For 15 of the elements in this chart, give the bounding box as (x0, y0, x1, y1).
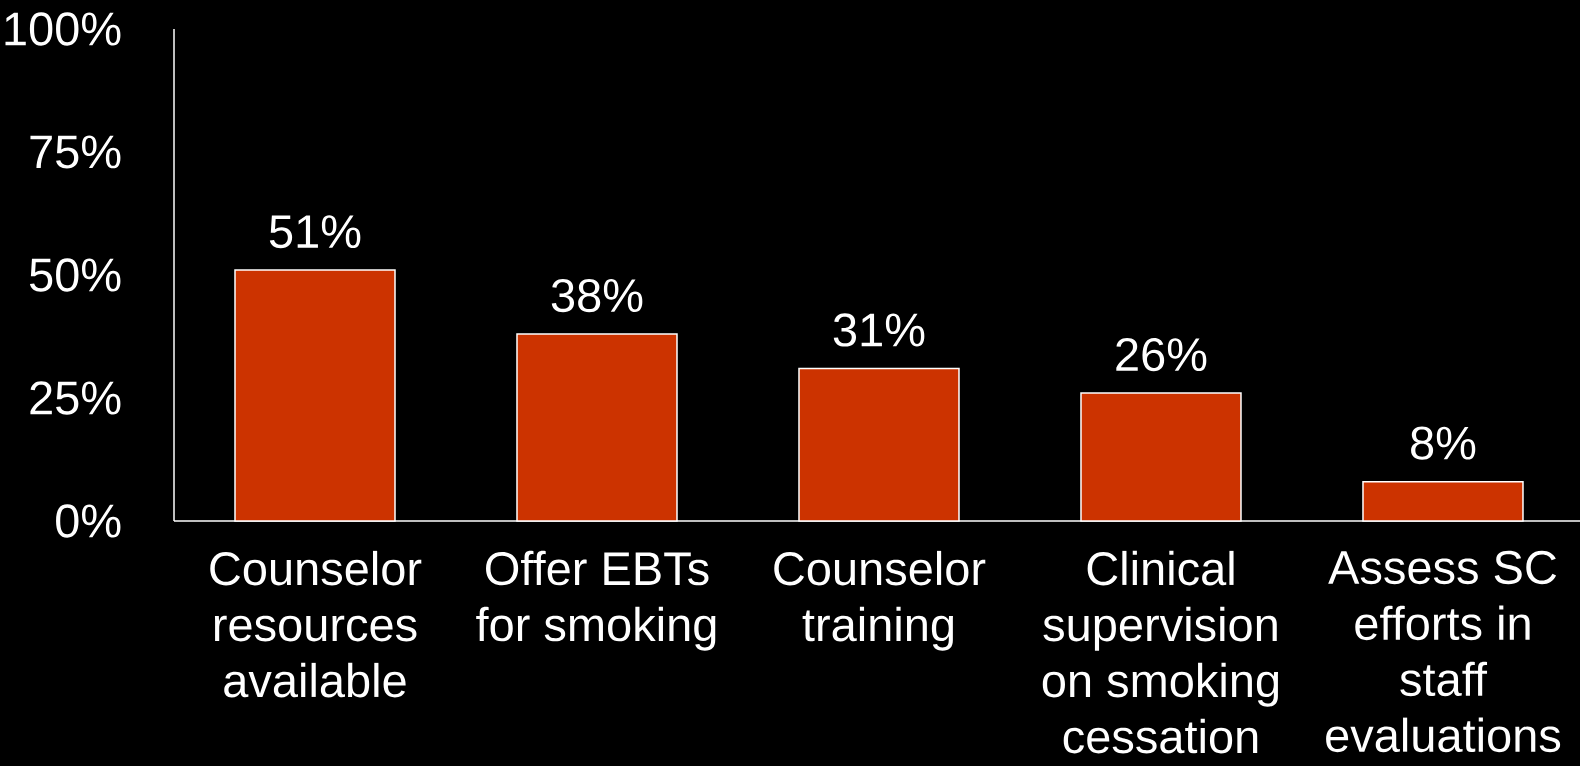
x-tick-label: Assess SC efforts in staff evaluations (1326, 550, 1561, 753)
data-label: 8% (1411, 426, 1476, 460)
x-tick-label: Counselor resources available (210, 550, 422, 698)
y-tick-label: 0% (56, 504, 121, 538)
y-tick-label: 100% (5, 12, 121, 46)
y-tick-label: 50% (29, 258, 121, 292)
y-tick-label: 75% (30, 135, 121, 169)
data-label: 26% (1116, 337, 1207, 372)
x-tick-label: Clinical supervision on smoking cessation (1042, 550, 1279, 754)
x-tick-label: Counselor training (774, 550, 986, 651)
y-tick-label: 25% (30, 381, 121, 415)
data-label: 38% (551, 278, 643, 313)
data-label: 51% (269, 215, 361, 249)
x-tick-label: Offer EBTs for smoking (476, 550, 716, 651)
data-label: 31% (833, 313, 925, 347)
